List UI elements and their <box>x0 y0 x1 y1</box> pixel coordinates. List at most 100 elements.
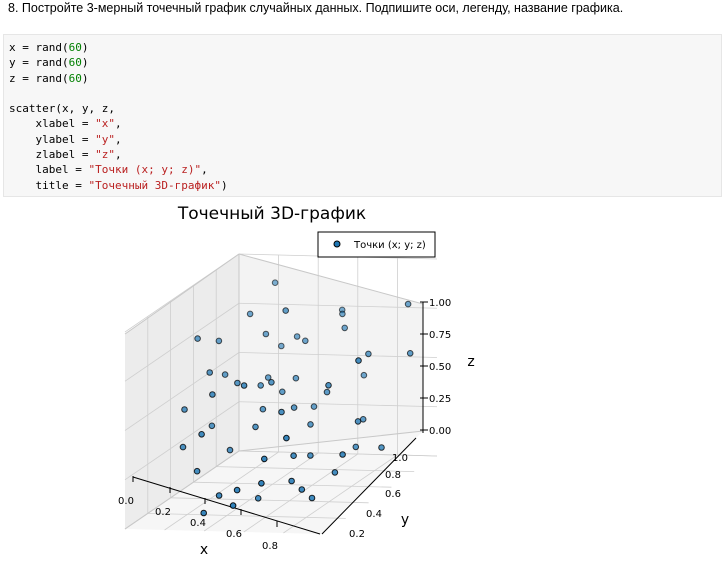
grid-line-z <box>124 401 240 481</box>
code-line <box>9 86 228 101</box>
scatter-point <box>365 350 372 358</box>
code-token: scatter(x, y, z, <box>9 102 115 116</box>
scatter-point <box>288 477 295 485</box>
edge-floor-left <box>124 450 240 530</box>
code-line: title = "Точечный 3D-график") <box>9 178 228 193</box>
scatter-point <box>283 434 290 442</box>
code-line: x = rand(60) <box>9 40 228 55</box>
scatter-point <box>264 374 272 381</box>
scatter-point <box>229 502 237 509</box>
scatter-point <box>254 495 262 502</box>
code-line: label = "Точки (x; y; z)", <box>9 162 228 177</box>
scatter-point <box>355 357 362 364</box>
scatter-point <box>360 371 368 379</box>
scatter-point <box>221 371 229 378</box>
code-line: xlabel = "x", <box>9 116 228 131</box>
scatter-point <box>200 509 207 517</box>
scatter-point <box>308 494 316 502</box>
grid-line-z <box>238 302 438 309</box>
scatter-3d-chart: Точечный 3D-график 0.00.20.40.60.80.20.4… <box>118 204 475 558</box>
code-token: x = rand( <box>9 41 69 54</box>
scatter-point <box>354 418 362 425</box>
code-token: ) <box>81 71 89 85</box>
scatter-point <box>194 335 201 342</box>
code-token: ) <box>81 41 89 54</box>
code-token: "Точки (x; y; z)" <box>88 163 202 177</box>
scatter-point <box>209 391 216 398</box>
scatter-point <box>278 342 285 350</box>
scatter-point <box>307 421 314 428</box>
grid-line-y <box>216 466 415 472</box>
code-token: ) <box>220 178 228 192</box>
y-tick-label: 0.4 <box>366 509 382 520</box>
y-axis-label: y <box>401 512 409 528</box>
pane-floor <box>125 431 423 534</box>
scatter-point <box>378 444 385 451</box>
code-line: scatter(x, y, z, <box>9 101 228 116</box>
scatter-point <box>198 431 205 438</box>
code-line: z = rand(60) <box>9 71 228 86</box>
scatter-point <box>278 408 285 416</box>
legend-marker <box>333 240 341 248</box>
grid-line-z <box>238 352 438 358</box>
scatter-point <box>279 388 286 396</box>
scatter-point <box>292 374 300 382</box>
grid-line-z <box>124 302 240 382</box>
scatter-point <box>181 406 188 413</box>
scatter-point <box>331 469 339 476</box>
scatter-point <box>290 404 298 411</box>
scatter-point <box>341 324 349 332</box>
scatter-point <box>282 307 290 314</box>
y-tick-label: 0.8 <box>385 470 401 481</box>
scatter-point <box>268 379 275 386</box>
code-token: xlabel = <box>9 117 96 131</box>
scatter-point <box>215 337 223 345</box>
scatter-point <box>215 492 223 499</box>
edge-floor-back <box>238 430 424 452</box>
scatter-point <box>193 467 201 475</box>
scatter-point <box>404 300 412 308</box>
scatter-point <box>293 333 301 340</box>
z-tick-label: 1.00 <box>429 298 451 309</box>
grid-line-z <box>238 450 438 457</box>
y-tick-label: 0.6 <box>385 489 401 500</box>
scatter-point <box>246 310 254 318</box>
code-token: , <box>114 117 122 131</box>
scatter-point <box>234 379 241 387</box>
scatter-point <box>310 403 318 410</box>
scatter-point <box>206 369 213 376</box>
code-token: y = rand( <box>9 56 69 70</box>
code-token: , <box>201 163 208 177</box>
code-line: y = rand(60) <box>9 55 228 70</box>
z-tick-label: 0.75 <box>429 330 451 341</box>
z-axis-label: z <box>467 354 474 370</box>
z-tick-label: 0.00 <box>429 426 451 437</box>
z-tick-label: 0.25 <box>429 394 451 405</box>
code-token: "z" <box>95 148 115 162</box>
grid-line-x <box>243 453 359 533</box>
scatter-point <box>352 443 360 451</box>
code-cell[interactable]: x = rand(60) y = rand(60) z = rand(60) scat… <box>3 34 722 197</box>
scatter-point <box>252 423 259 431</box>
grid-line-z <box>124 352 240 431</box>
grid-line-y <box>193 481 392 488</box>
scatter-point <box>307 452 314 459</box>
scatter-point <box>406 350 414 357</box>
code-token: label = <box>9 163 89 177</box>
scatter-point <box>259 405 267 413</box>
scatter-point <box>323 388 331 396</box>
z-tick-label: 0.50 <box>429 362 451 373</box>
legend-label: Точки (x; y; z) <box>353 240 426 251</box>
code-line: zlabel = "z", <box>9 147 228 162</box>
code-token: 60 <box>68 71 82 85</box>
x-axis-line <box>132 476 321 535</box>
x-tick-label: 0.4 <box>190 518 206 529</box>
axis-ticks: 0.00.20.40.60.80.20.40.60.81.00.000.250.… <box>118 298 451 552</box>
code-token: zlabel = <box>9 148 96 162</box>
legend: Точки (x; y; z) <box>317 231 436 258</box>
x-axis-label: x <box>200 542 208 558</box>
edge-top-back <box>238 253 424 305</box>
code-block[interactable]: x = rand(60) y = rand(60) z = rand(60) scat… <box>9 40 228 193</box>
scatter-point <box>226 446 234 454</box>
code-line: ylabel = "y", <box>9 132 228 147</box>
